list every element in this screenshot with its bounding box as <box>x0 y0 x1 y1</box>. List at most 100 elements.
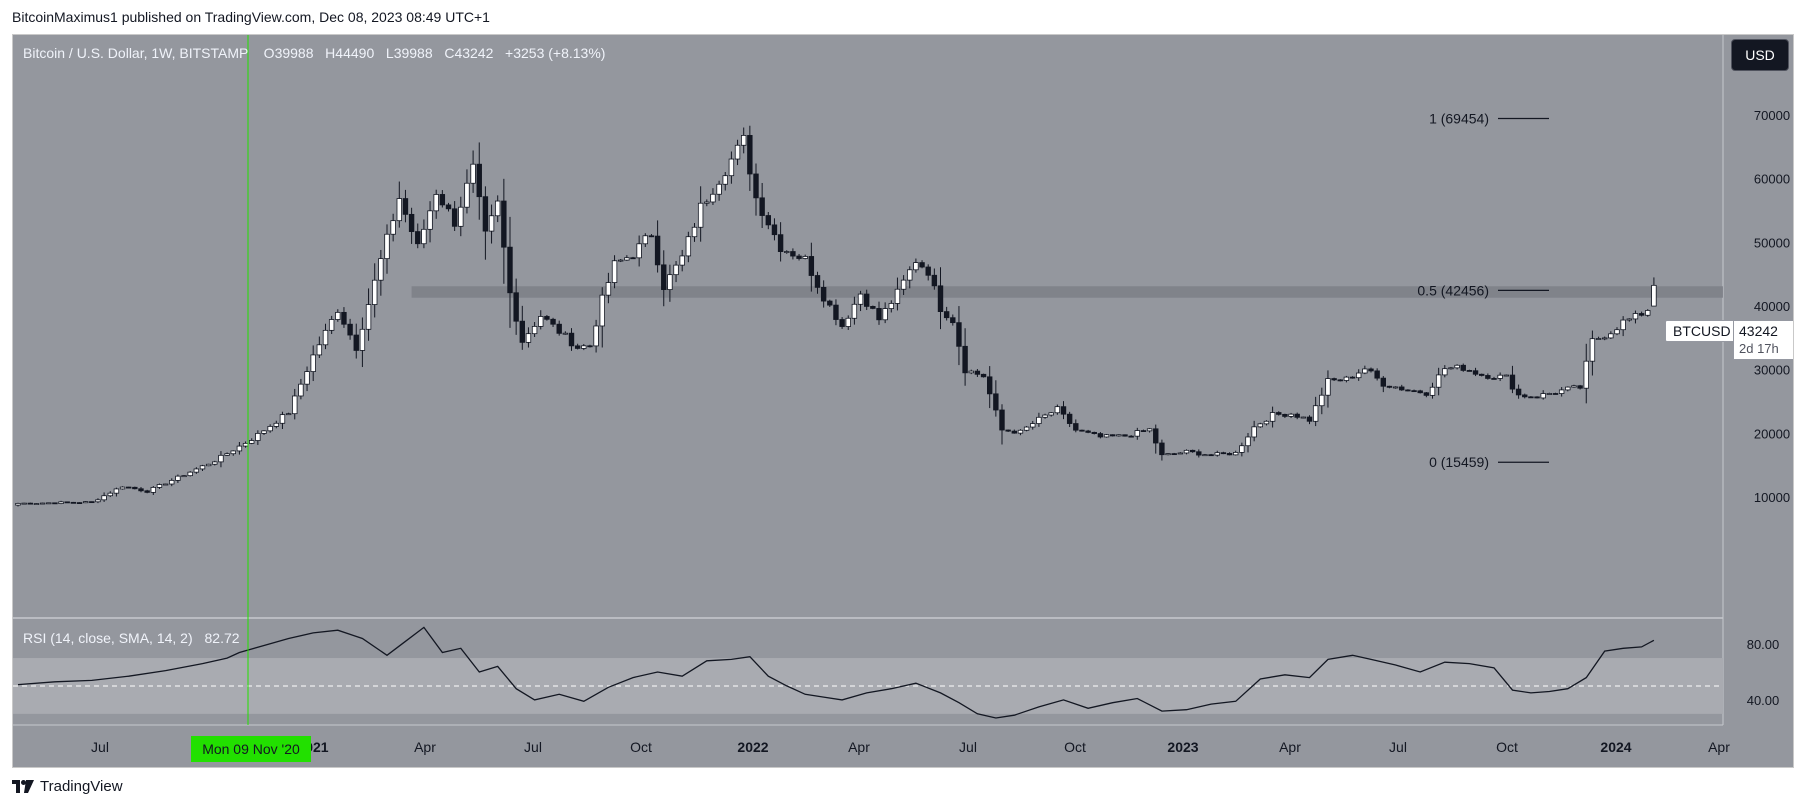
candle-body <box>980 373 987 378</box>
candle-body <box>52 502 58 505</box>
ticker-tag: BTCUSD <box>1665 320 1739 342</box>
candle-body <box>138 488 144 492</box>
y-tick-label: 50000 <box>1754 235 1790 250</box>
candle-body <box>451 208 458 227</box>
candle-body <box>1331 378 1337 381</box>
candle-body <box>913 262 919 271</box>
candle-body <box>974 370 981 375</box>
candle-body <box>1417 390 1423 394</box>
candle-body <box>544 316 550 320</box>
candle-body <box>1263 420 1270 425</box>
rsi-tick-label: 40.00 <box>1747 693 1780 708</box>
y-axis-labels: 10000 20000 30000 40000 50000 60000 70000 <box>1754 108 1790 505</box>
tradingview-logo[interactable]: TradingView <box>12 778 123 795</box>
candle-body <box>630 257 636 260</box>
chart-container[interactable]: 1 (69454) 0.5 (42456) 0 (15459) 10000 20000… <box>12 34 1794 768</box>
candle-body <box>353 334 359 351</box>
candle-body <box>1110 434 1116 437</box>
candle-body <box>82 501 89 504</box>
candle-body <box>335 311 341 320</box>
candle-body <box>439 194 446 206</box>
candles-layer <box>15 125 1657 507</box>
candle-body <box>316 344 323 356</box>
candle-body <box>1497 374 1503 379</box>
candle-body <box>242 442 249 447</box>
legend-high-label: H <box>325 45 336 61</box>
candle-body <box>421 228 427 245</box>
candle-body <box>285 413 292 416</box>
candle-body <box>1343 376 1350 381</box>
candle-body <box>1503 374 1509 377</box>
candle-body <box>710 193 716 203</box>
x-tick-label: 2023 <box>1167 739 1198 755</box>
candle-body <box>771 224 778 236</box>
candle-body <box>593 325 599 347</box>
candle-body <box>839 319 845 327</box>
candle-body <box>33 503 40 505</box>
candle-body <box>1454 364 1460 369</box>
candle-body <box>384 233 390 260</box>
candle-body <box>433 194 439 212</box>
candle-body <box>1269 412 1276 422</box>
candle-body <box>1528 396 1534 399</box>
candle-body <box>310 354 316 372</box>
candle-body <box>802 256 808 259</box>
candle-body <box>673 264 679 276</box>
candle-body <box>519 320 525 343</box>
candle-body <box>1337 379 1343 382</box>
candle-body <box>507 246 513 294</box>
candle-body <box>1614 329 1620 335</box>
candle-body <box>851 303 858 319</box>
candle-body <box>864 293 870 307</box>
candle-body <box>1079 429 1085 432</box>
candle-body <box>679 255 685 266</box>
candle-body <box>1460 364 1466 371</box>
candle-body <box>169 479 175 485</box>
candle-body <box>1189 449 1196 453</box>
candle-body <box>1405 389 1411 392</box>
candle-body <box>1066 413 1073 424</box>
tradingview-logo-icon <box>12 780 34 793</box>
x-tick-label: 2024 <box>1600 739 1631 755</box>
candle-body <box>230 450 236 455</box>
candle-body <box>937 285 944 313</box>
candle-body <box>255 433 261 441</box>
candle-body <box>267 426 273 432</box>
rsi-legend: RSI (14, close, SMA, 14, 2) 82.72 <box>23 630 240 646</box>
candle-body <box>39 502 46 505</box>
candle-body <box>21 502 27 505</box>
candle-body <box>1251 426 1257 438</box>
candle-body <box>1196 451 1202 456</box>
candle-body <box>144 490 150 493</box>
candle-body <box>1054 406 1061 414</box>
candle-body <box>876 308 882 321</box>
candle-body <box>1306 416 1313 422</box>
candle-body <box>919 262 925 268</box>
rsi-tick-label: 80.00 <box>1747 637 1780 652</box>
candle-body <box>747 135 753 175</box>
candle-body <box>636 243 642 259</box>
y-tick-label: 10000 <box>1754 490 1790 505</box>
currency-button[interactable]: USD <box>1731 39 1789 71</box>
price-pane[interactable] <box>13 35 1723 617</box>
y-tick-label: 70000 <box>1754 108 1790 123</box>
candle-body <box>642 235 648 245</box>
candle-body <box>1638 313 1645 316</box>
candle-body <box>1257 423 1263 428</box>
x-tick-label: Jul <box>1389 739 1407 755</box>
candle-body <box>556 323 562 334</box>
legend-open: 39988 <box>274 45 314 61</box>
legend-change: +3253 (+8.13%) <box>505 45 606 61</box>
candle-body <box>1005 429 1011 432</box>
candle-body <box>513 292 519 322</box>
chart-canvas[interactable]: 1 (69454) 0.5 (42456) 0 (15459) 10000 20000… <box>13 35 1794 768</box>
candle-body <box>1565 386 1571 391</box>
candle-body <box>1288 413 1294 417</box>
candle-body <box>1116 434 1122 437</box>
price-axis[interactable] <box>1723 35 1794 725</box>
x-tick-label: Oct <box>1064 739 1086 755</box>
candle-body <box>765 215 771 226</box>
candle-body <box>378 258 384 281</box>
rsi-line <box>17 626 1655 719</box>
bar-countdown: 2d 17h <box>1739 341 1779 356</box>
